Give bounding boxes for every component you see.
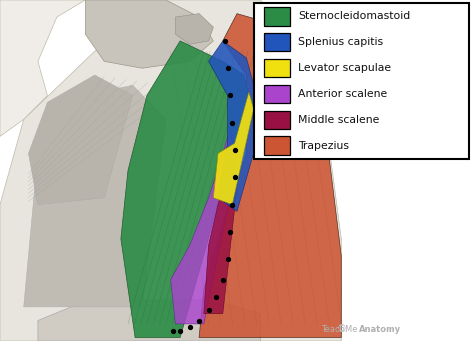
FancyBboxPatch shape: [264, 59, 290, 77]
Polygon shape: [213, 92, 254, 205]
FancyBboxPatch shape: [264, 136, 290, 155]
Polygon shape: [38, 300, 261, 341]
FancyBboxPatch shape: [264, 85, 290, 103]
Text: Sternocleidomastoid: Sternocleidomastoid: [298, 11, 410, 21]
FancyBboxPatch shape: [254, 3, 469, 159]
Text: Splenius capitis: Splenius capitis: [298, 37, 383, 47]
Text: Anterior scalene: Anterior scalene: [298, 89, 387, 99]
Polygon shape: [209, 41, 258, 211]
Polygon shape: [0, 0, 85, 136]
Polygon shape: [0, 0, 341, 341]
Text: ©: ©: [337, 324, 346, 334]
Polygon shape: [199, 14, 341, 338]
Polygon shape: [175, 14, 213, 44]
FancyBboxPatch shape: [264, 7, 290, 26]
Polygon shape: [28, 75, 133, 205]
Text: Middle scalene: Middle scalene: [298, 115, 380, 125]
FancyBboxPatch shape: [264, 110, 290, 129]
FancyBboxPatch shape: [264, 33, 290, 51]
Text: Anatomy: Anatomy: [359, 325, 401, 333]
Polygon shape: [85, 0, 213, 68]
Text: Levator scapulae: Levator scapulae: [298, 63, 391, 73]
Polygon shape: [171, 130, 237, 324]
Text: TeachMe: TeachMe: [321, 325, 358, 333]
Polygon shape: [24, 85, 166, 307]
Text: Trapezius: Trapezius: [298, 140, 349, 151]
Polygon shape: [204, 164, 237, 314]
Polygon shape: [121, 41, 249, 338]
